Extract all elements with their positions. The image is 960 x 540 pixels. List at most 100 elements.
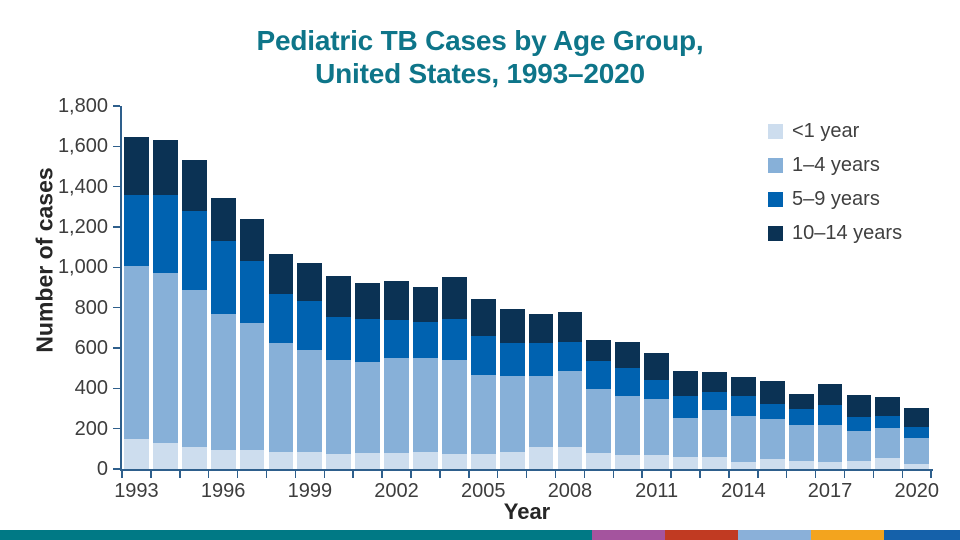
bar-segment — [586, 361, 612, 390]
bar-segment — [210, 197, 236, 242]
y-axis-tick — [113, 347, 120, 349]
y-axis-tick-label: 200 — [74, 417, 108, 440]
x-axis-tick-label: 2005 — [461, 480, 506, 502]
bar-segment — [152, 273, 178, 443]
bar-segment — [673, 417, 698, 458]
x-axis-tick — [641, 470, 643, 478]
bar-1994 — [152, 140, 178, 469]
bar-2011 — [644, 353, 670, 469]
y-axis-tick-label: 1,400 — [57, 175, 108, 198]
x-axis-tick — [901, 470, 904, 478]
bar-2016 — [788, 394, 814, 469]
x-axis-tick-label: 2011 — [635, 480, 679, 502]
bar-segment — [528, 376, 554, 447]
bar-segment — [181, 160, 207, 211]
x-axis-tick — [236, 470, 239, 478]
bar-1995 — [181, 160, 207, 469]
bar-2010 — [615, 341, 641, 469]
y-axis-tick-label: 400 — [74, 377, 108, 400]
x-axis-tick — [554, 470, 557, 478]
bar-2018 — [846, 395, 872, 469]
x-axis-tick-label: 2017 — [807, 480, 853, 502]
bar-segment — [846, 395, 872, 417]
bar-segment — [586, 389, 612, 453]
bar-segment — [413, 451, 438, 469]
footer-color-strip — [0, 530, 960, 540]
bar-segment — [875, 415, 901, 428]
x-axis-tick-label: 2008 — [547, 480, 593, 502]
bar-segment — [470, 375, 496, 454]
y-axis-tick — [113, 468, 120, 470]
y-axis-tick — [113, 306, 120, 309]
bar-2014 — [730, 377, 756, 469]
bar-segment — [239, 218, 265, 262]
bar-segment — [181, 210, 207, 290]
x-axis-tick — [468, 470, 470, 478]
bar-2009 — [586, 339, 612, 469]
bar-2004 — [441, 277, 467, 469]
y-axis-tick-label: 800 — [74, 296, 108, 319]
legend-label: 10–14 years — [792, 221, 903, 244]
bar-segment — [702, 372, 727, 392]
x-axis-tick — [179, 470, 181, 478]
bar-2019 — [875, 396, 901, 469]
bar-segment — [499, 376, 525, 452]
bar-segment — [759, 459, 785, 469]
legend-label: <1 year — [792, 119, 860, 142]
x-axis-tick — [728, 470, 730, 478]
bar-segment — [788, 425, 814, 461]
y-axis-tick — [113, 105, 120, 107]
bar-segment — [124, 438, 149, 469]
bar-2020 — [904, 407, 930, 469]
bar-1998 — [268, 254, 294, 469]
x-axis-tick — [525, 470, 528, 478]
y-axis-tick — [113, 387, 120, 390]
bar-segment — [470, 298, 496, 336]
bar-segment — [557, 446, 583, 469]
bar-segment — [644, 380, 670, 400]
footer-strip-segment-orange — [811, 530, 884, 540]
x-axis-tick-label: 1999 — [287, 480, 333, 502]
bar-segment — [557, 371, 583, 447]
bar-segment — [470, 453, 496, 469]
bar-segment — [297, 263, 323, 301]
x-axis-tick — [612, 470, 615, 478]
bar-segment — [788, 408, 814, 426]
bar-segment — [586, 452, 612, 469]
bar-2006 — [499, 308, 525, 469]
footer-strip-segment-teal — [0, 530, 592, 540]
x-axis-tick — [872, 470, 875, 478]
x-axis-tick — [381, 470, 383, 478]
bar-segment — [499, 451, 525, 469]
legend-item: 10–14 years — [768, 222, 902, 244]
bar-segment — [124, 137, 149, 195]
bar-segment — [239, 449, 265, 469]
bar-segment — [875, 427, 901, 458]
bar-segment — [557, 311, 583, 342]
x-axis-tick-label: 2014 — [721, 480, 766, 502]
bar-segment — [413, 358, 438, 452]
bar-segment — [470, 335, 496, 376]
bar-segment — [297, 451, 323, 469]
legend-item: <1 year — [768, 120, 902, 142]
x-axis-tick — [150, 470, 152, 478]
bar-segment — [384, 319, 409, 359]
x-axis-tick — [121, 470, 123, 478]
bar-segment — [239, 322, 265, 450]
y-axis-tick-label: 0 — [96, 458, 108, 480]
bar-segment — [644, 353, 670, 381]
x-axis-tick — [207, 470, 210, 478]
y-axis-tick-label: 1,200 — [57, 216, 108, 238]
bar-segment — [355, 362, 381, 453]
y-axis-tick — [113, 145, 120, 148]
bar-segment — [673, 396, 698, 418]
x-axis-tick — [785, 470, 788, 478]
bar-segment — [297, 350, 323, 452]
bar-2002 — [384, 281, 409, 469]
x-axis-tick — [930, 470, 932, 478]
x-axis-tick — [843, 470, 846, 478]
bar-2012 — [673, 371, 698, 469]
bar-segment — [355, 318, 381, 363]
bar-segment — [499, 308, 525, 343]
